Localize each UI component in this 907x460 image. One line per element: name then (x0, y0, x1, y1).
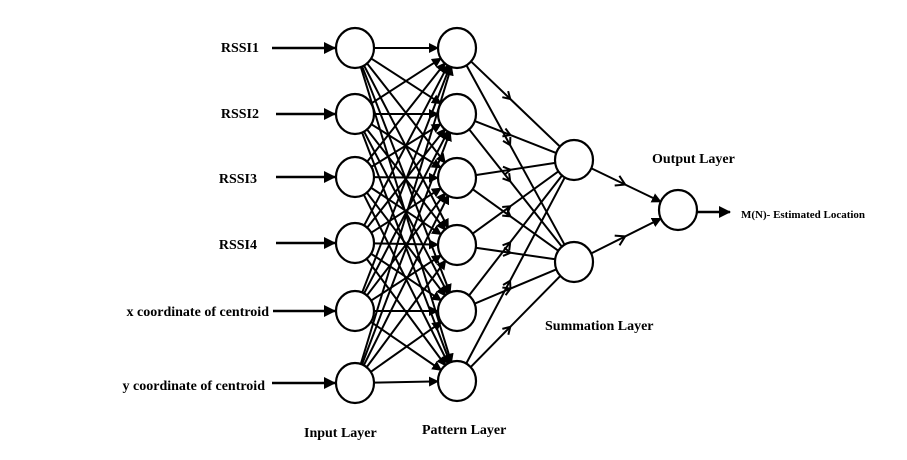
mid-arrowheads (502, 90, 627, 336)
input-label-x-centroid: x coordinate of centroid (127, 305, 270, 320)
edge-input-6-pattern-2 (360, 130, 452, 368)
mid-arrow-sum-1-output (614, 175, 627, 187)
input-layer-title: Input Layer (304, 426, 377, 441)
connections (272, 42, 731, 389)
mid-arrow-sum-2-output (614, 234, 627, 246)
mid-arrow-pattern-3-sum-1 (502, 165, 513, 176)
edge-pattern-1-sum-1 (468, 59, 561, 148)
edge-pattern-1-sum-2 (464, 62, 566, 246)
pattern-node-3 (436, 156, 478, 200)
output-layer-title: Output Layer (652, 152, 735, 167)
edge-input-5-pattern-3 (364, 192, 447, 299)
edge-pattern-4-sum-2 (473, 246, 556, 261)
input-label-rssi1: RSSI1 (221, 41, 259, 56)
edge-input-6-pattern-5 (368, 321, 443, 374)
input-label-rssi4: RSSI4 (219, 238, 257, 253)
edge-input-4-pattern-1 (362, 63, 450, 229)
edge-input-6-pattern-3 (361, 194, 450, 369)
output-node (657, 188, 699, 232)
mid-arrow-pattern-2-sum-1 (502, 127, 513, 138)
edge-pattern-5-sum-1 (466, 174, 564, 299)
input-label-rssi3: RSSI3 (219, 172, 257, 187)
edge-input-4-pattern-4 (372, 239, 440, 250)
mid-arrow-pattern-4-sum-2 (502, 246, 513, 257)
pattern-node-5 (436, 289, 478, 333)
edge-pattern-4-sum-1 (470, 170, 560, 236)
edge-input-3-pattern-1 (364, 62, 446, 165)
input-node-1 (334, 26, 376, 70)
edge-input-5-pattern-1 (360, 64, 452, 296)
summation-node-1 (553, 138, 595, 182)
mid-arrow-pattern-6-sum-1 (502, 279, 512, 289)
mid-arrow-pattern-1-sum-2 (502, 136, 512, 147)
edge-input-2-pattern-1 (368, 57, 442, 106)
edge-input-6-pattern-1 (359, 65, 454, 367)
input-label-rssi2: RSSI2 (221, 107, 259, 122)
output-label: M(N)- Estimated Location (741, 209, 865, 221)
input-node-5 (334, 289, 376, 333)
pattern-node-6 (436, 359, 478, 403)
summation-node-2 (553, 240, 595, 284)
edge-pattern-2-sum-1 (472, 119, 557, 154)
input-label-y-centroid: y coordinate of centroid (123, 379, 266, 394)
mid-arrow-pattern-5-sum-1 (502, 240, 512, 251)
edge-input-3-pattern-3 (372, 172, 440, 183)
edge-pattern-2-sum-2 (466, 126, 564, 248)
mid-arrow-pattern-1-sum-1 (502, 90, 512, 101)
mid-arrow-pattern-6-sum-2 (502, 325, 512, 336)
pattern-layer-title: Pattern Layer (422, 423, 506, 438)
edge-pattern-5-sum-2 (472, 268, 557, 306)
edge-pattern-3-sum-1 (473, 161, 556, 177)
pattern-node-4 (436, 223, 478, 267)
edge-input-6-pattern-4 (364, 259, 447, 370)
input-node-6 (334, 361, 376, 405)
mid-arrow-pattern-2-sum-2 (502, 173, 512, 183)
edge-pattern-3-sum-2 (470, 187, 560, 252)
edge-input-4-pattern-3 (368, 187, 442, 235)
pattern-node-2 (436, 92, 478, 136)
pattern-node-1 (436, 26, 478, 70)
edge-input-5-pattern-2 (361, 129, 450, 297)
edge-input-6-pattern-6 (372, 376, 440, 387)
input-node-3 (334, 155, 376, 199)
input-node-4 (334, 221, 376, 265)
mid-arrow-pattern-4-sum-1 (502, 205, 512, 215)
summation-layer-title: Summation Layer (545, 319, 654, 334)
edge-pattern-6-sum-1 (464, 176, 566, 367)
edge-pattern-6-sum-2 (468, 274, 562, 370)
input-node-2 (334, 92, 376, 136)
neurons (334, 26, 699, 405)
